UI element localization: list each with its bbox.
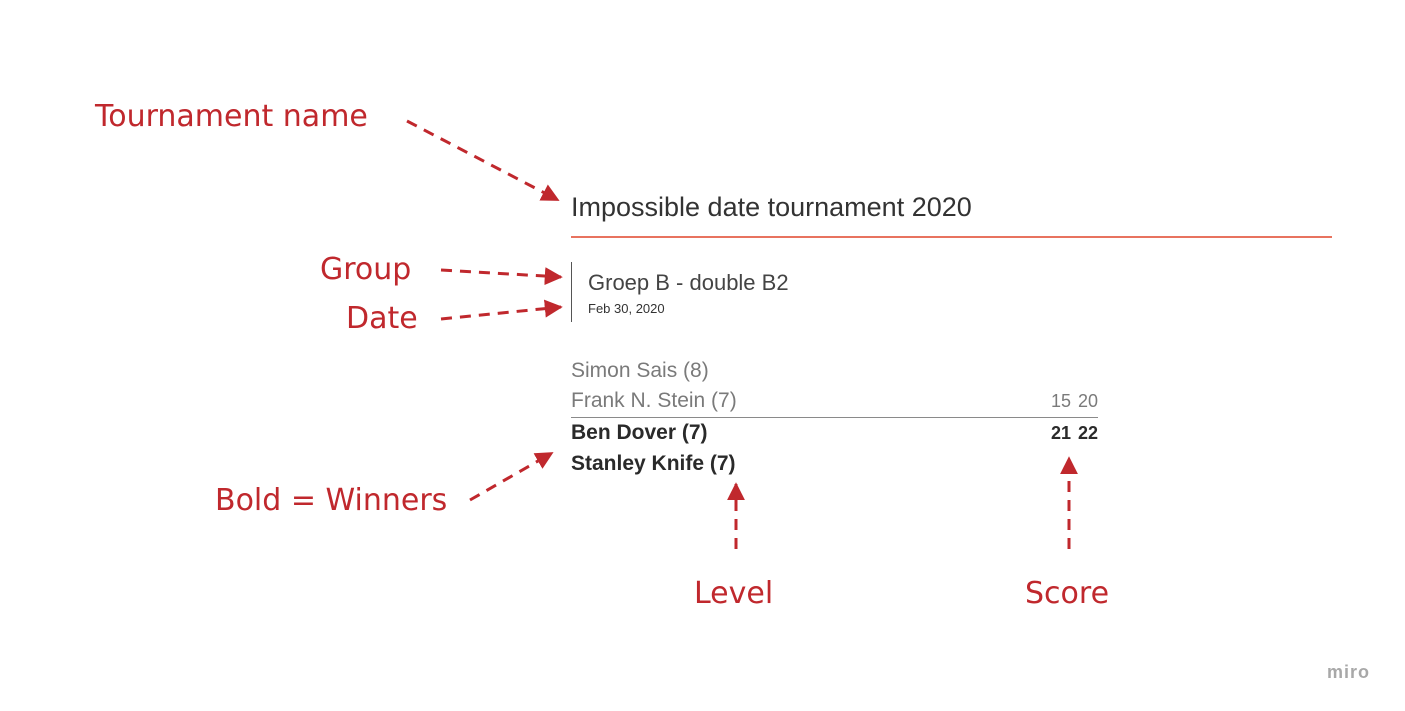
match-date: Feb 30, 2020 — [588, 301, 665, 316]
annotation-date: Date — [346, 301, 418, 336]
miro-watermark: miro — [1327, 662, 1371, 682]
annotation-score: Score — [1025, 576, 1110, 611]
arrow-to-date — [440, 299, 563, 321]
arrow-to-title — [406, 119, 560, 202]
winner-score: 21 22 — [1050, 423, 1098, 443]
loser-player-2: Frank N. Stein (7) — [571, 389, 737, 412]
winner-player-1: Ben Dover (7) — [571, 421, 708, 444]
winner-player-2: Stanley Knife (7) — [571, 452, 736, 475]
annotation-level: Level — [694, 576, 774, 611]
loser-player-1: Simon Sais (8) — [571, 359, 709, 382]
annotation-tournament-name: Tournament name — [95, 99, 368, 134]
arrow-to-group — [440, 267, 563, 286]
annotation-winners: Bold = Winners — [215, 483, 448, 518]
title-divider — [571, 236, 1332, 238]
tournament-title: Impossible date tournament 2020 — [571, 192, 972, 222]
loser-score: 15 20 — [1050, 391, 1098, 411]
group-accent-bar — [571, 262, 572, 322]
group-name: Groep B - double B2 — [588, 270, 789, 295]
match-divider — [571, 417, 1098, 418]
annotation-group: Group — [320, 252, 412, 287]
arrow-to-winners — [469, 451, 554, 502]
